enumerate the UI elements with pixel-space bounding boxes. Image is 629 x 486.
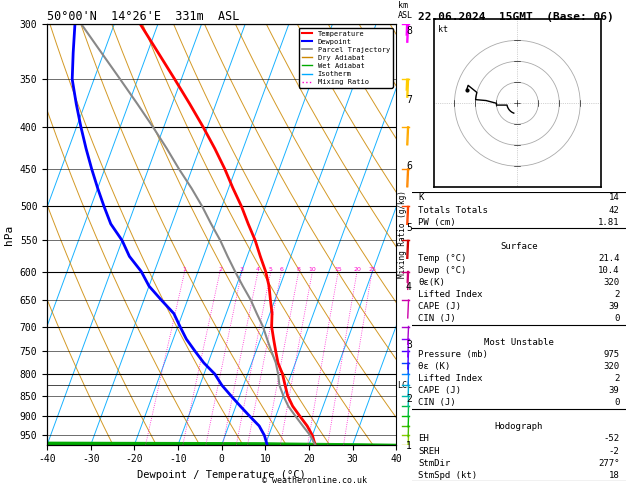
Text: 25: 25 [368,266,376,272]
Text: Lifted Index: Lifted Index [418,374,483,383]
Text: 22.06.2024  15GMT  (Base: 06): 22.06.2024 15GMT (Base: 06) [418,12,614,22]
Y-axis label: hPa: hPa [4,225,14,244]
Text: 277°: 277° [598,459,620,468]
Text: Totals Totals: Totals Totals [418,206,488,214]
Text: 39: 39 [609,302,620,311]
Text: 1.81: 1.81 [598,218,620,226]
Text: PW (cm): PW (cm) [418,218,456,226]
Text: 2: 2 [614,374,620,383]
Text: SREH: SREH [418,447,440,455]
Text: 5: 5 [269,266,273,272]
Text: Dewp (°C): Dewp (°C) [418,266,467,275]
Text: 1: 1 [183,266,187,272]
Text: 42: 42 [609,206,620,214]
Text: © weatheronline.co.uk: © weatheronline.co.uk [262,476,367,485]
Text: 20: 20 [353,266,361,272]
Text: 975: 975 [603,350,620,359]
Text: 15: 15 [334,266,342,272]
Text: -2: -2 [609,447,620,455]
Text: 8: 8 [297,266,301,272]
Text: 18: 18 [609,470,620,480]
Text: Mixing Ratio (g/kg): Mixing Ratio (g/kg) [398,191,407,278]
Text: -52: -52 [603,434,620,443]
Text: kt: kt [438,25,448,34]
Text: θε (K): θε (K) [418,362,450,371]
Text: StmSpd (kt): StmSpd (kt) [418,470,477,480]
Text: 320: 320 [603,278,620,287]
Text: 50°00'N  14°26'E  331m  ASL: 50°00'N 14°26'E 331m ASL [47,10,240,23]
Text: K: K [418,193,424,203]
Text: CAPE (J): CAPE (J) [418,386,462,395]
Text: 10: 10 [309,266,316,272]
Text: 4: 4 [256,266,260,272]
Text: LCL: LCL [397,381,412,390]
Text: Hodograph: Hodograph [495,422,543,432]
Text: 320: 320 [603,362,620,371]
Text: CIN (J): CIN (J) [418,314,456,323]
Text: 21.4: 21.4 [598,254,620,263]
Text: km
ASL: km ASL [398,0,413,20]
Text: θε(K): θε(K) [418,278,445,287]
Text: CIN (J): CIN (J) [418,399,456,407]
Text: Most Unstable: Most Unstable [484,338,554,347]
Text: Lifted Index: Lifted Index [418,290,483,299]
Text: 2: 2 [218,266,222,272]
Text: 14: 14 [609,193,620,203]
Text: 0: 0 [614,314,620,323]
Text: 10.4: 10.4 [598,266,620,275]
Text: 39: 39 [609,386,620,395]
Text: 0: 0 [614,399,620,407]
Text: 6: 6 [279,266,284,272]
Text: Temp (°C): Temp (°C) [418,254,467,263]
Text: 3: 3 [240,266,244,272]
Text: 2: 2 [614,290,620,299]
Text: CAPE (J): CAPE (J) [418,302,462,311]
Text: Pressure (mb): Pressure (mb) [418,350,488,359]
X-axis label: Dewpoint / Temperature (°C): Dewpoint / Temperature (°C) [137,470,306,480]
Text: StmDir: StmDir [418,459,450,468]
Legend: Temperature, Dewpoint, Parcel Trajectory, Dry Adiabat, Wet Adiabat, Isotherm, Mi: Temperature, Dewpoint, Parcel Trajectory… [299,28,392,88]
Text: Surface: Surface [500,242,538,251]
Text: EH: EH [418,434,429,443]
